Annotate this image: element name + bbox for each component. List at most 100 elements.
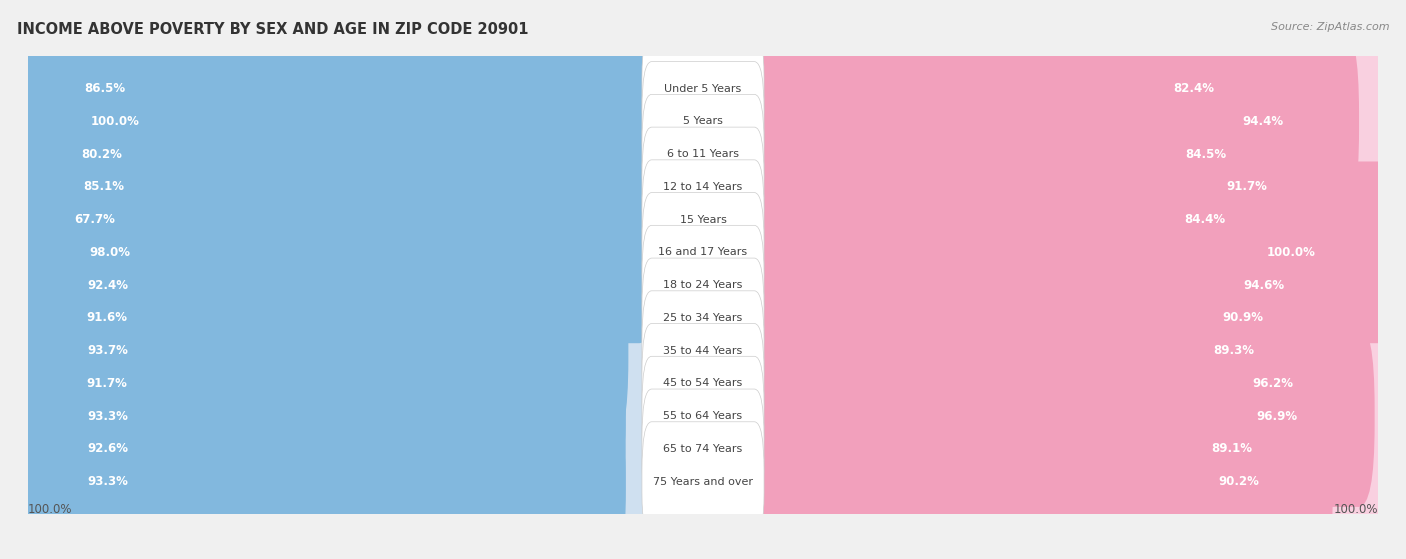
Text: 5 Years: 5 Years [683,116,723,126]
FancyBboxPatch shape [13,0,668,179]
FancyBboxPatch shape [738,129,1296,310]
Text: INCOME ABOVE POVERTY BY SEX AND AGE IN ZIP CODE 20901: INCOME ABOVE POVERTY BY SEX AND AGE IN Z… [17,22,529,37]
Text: 100.0%: 100.0% [28,503,73,516]
FancyBboxPatch shape [738,63,1298,245]
FancyBboxPatch shape [13,31,668,212]
FancyBboxPatch shape [13,162,655,343]
FancyBboxPatch shape [28,170,1378,203]
FancyBboxPatch shape [738,260,1327,442]
FancyBboxPatch shape [28,367,1378,400]
FancyBboxPatch shape [28,203,1378,236]
FancyBboxPatch shape [13,391,626,559]
Text: 89.3%: 89.3% [1213,344,1254,357]
Text: 12 to 14 Years: 12 to 14 Years [664,182,742,192]
FancyBboxPatch shape [738,358,1326,539]
FancyBboxPatch shape [738,227,1337,409]
FancyBboxPatch shape [738,0,1393,179]
Text: 84.4%: 84.4% [1184,213,1226,226]
FancyBboxPatch shape [738,292,1371,474]
FancyBboxPatch shape [13,260,668,442]
Text: 93.3%: 93.3% [87,410,128,423]
Text: 94.4%: 94.4% [1241,115,1284,128]
FancyBboxPatch shape [738,96,1343,278]
Text: 92.4%: 92.4% [87,278,128,292]
FancyBboxPatch shape [643,291,763,410]
FancyBboxPatch shape [13,358,621,539]
FancyBboxPatch shape [738,194,1393,376]
Text: 25 to 34 Years: 25 to 34 Years [664,313,742,323]
Text: 90.2%: 90.2% [1218,475,1258,488]
FancyBboxPatch shape [738,325,1375,507]
Text: 75 Years and over: 75 Years and over [652,476,754,486]
Text: 84.5%: 84.5% [1185,148,1226,160]
FancyBboxPatch shape [13,358,668,539]
FancyBboxPatch shape [28,236,1378,269]
FancyBboxPatch shape [13,63,544,245]
FancyBboxPatch shape [738,63,1393,245]
Text: 93.3%: 93.3% [87,475,128,488]
Text: 86.5%: 86.5% [84,82,125,95]
FancyBboxPatch shape [28,105,1378,138]
Text: 82.4%: 82.4% [1173,82,1215,95]
Text: 100.0%: 100.0% [1333,503,1378,516]
FancyBboxPatch shape [738,292,1393,474]
FancyBboxPatch shape [28,301,1378,334]
Text: 91.7%: 91.7% [1226,181,1268,193]
FancyBboxPatch shape [643,258,763,377]
FancyBboxPatch shape [13,325,626,507]
FancyBboxPatch shape [738,31,1393,212]
Text: 67.7%: 67.7% [75,213,115,226]
Text: 91.7%: 91.7% [87,377,128,390]
FancyBboxPatch shape [13,129,467,310]
FancyBboxPatch shape [643,422,763,541]
FancyBboxPatch shape [13,194,620,376]
FancyBboxPatch shape [13,292,668,474]
FancyBboxPatch shape [13,260,628,442]
FancyBboxPatch shape [643,324,763,443]
FancyBboxPatch shape [738,31,1360,212]
FancyBboxPatch shape [643,29,763,148]
FancyBboxPatch shape [738,227,1393,409]
FancyBboxPatch shape [28,400,1378,433]
FancyBboxPatch shape [28,334,1378,367]
FancyBboxPatch shape [643,356,763,476]
FancyBboxPatch shape [643,127,763,247]
Text: 89.1%: 89.1% [1212,442,1253,455]
FancyBboxPatch shape [738,129,1393,310]
Text: 93.7%: 93.7% [87,344,128,357]
FancyBboxPatch shape [738,0,1284,179]
FancyBboxPatch shape [13,96,668,278]
FancyBboxPatch shape [738,194,1360,376]
FancyBboxPatch shape [28,433,1378,465]
FancyBboxPatch shape [738,391,1333,559]
Text: 6 to 11 Years: 6 to 11 Years [666,149,740,159]
FancyBboxPatch shape [643,389,763,509]
FancyBboxPatch shape [738,162,1393,343]
Text: 65 to 74 Years: 65 to 74 Years [664,444,742,454]
FancyBboxPatch shape [28,138,1378,170]
Text: 80.2%: 80.2% [82,148,122,160]
FancyBboxPatch shape [13,325,668,507]
Text: 16 and 17 Years: 16 and 17 Years [658,247,748,257]
FancyBboxPatch shape [643,193,763,312]
FancyBboxPatch shape [13,391,668,559]
FancyBboxPatch shape [13,194,668,376]
Text: 45 to 54 Years: 45 to 54 Years [664,378,742,389]
FancyBboxPatch shape [13,292,616,474]
Text: 35 to 44 Years: 35 to 44 Years [664,345,742,356]
Text: 90.9%: 90.9% [1222,311,1263,324]
Text: 92.6%: 92.6% [87,442,128,455]
FancyBboxPatch shape [13,129,668,310]
Text: 94.6%: 94.6% [1243,278,1284,292]
Text: 91.6%: 91.6% [87,311,128,324]
FancyBboxPatch shape [13,0,583,179]
Text: 55 to 64 Years: 55 to 64 Years [664,411,742,421]
Text: 96.9%: 96.9% [1256,410,1298,423]
FancyBboxPatch shape [738,358,1393,539]
Text: 15 Years: 15 Years [679,215,727,225]
FancyBboxPatch shape [738,260,1393,442]
FancyBboxPatch shape [738,325,1393,507]
Text: Source: ZipAtlas.com: Source: ZipAtlas.com [1271,22,1389,32]
FancyBboxPatch shape [13,31,668,212]
FancyBboxPatch shape [28,72,1378,105]
